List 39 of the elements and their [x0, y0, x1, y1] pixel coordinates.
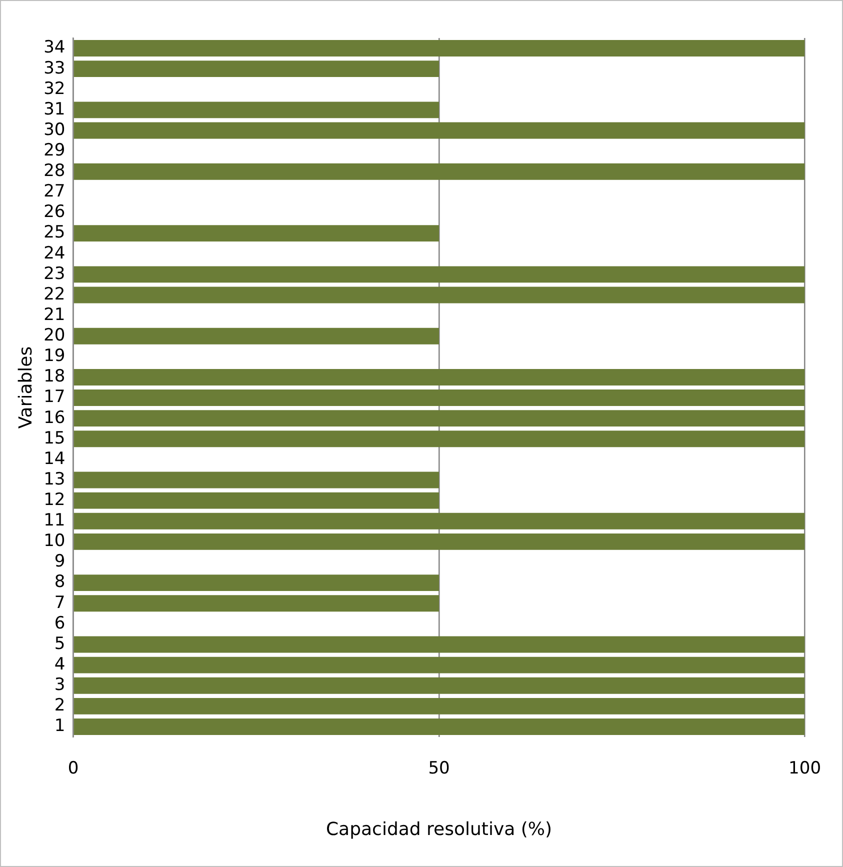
y-tick-label: 2: [54, 696, 66, 716]
y-tick-label: 33: [44, 58, 66, 78]
x-tick-label: 50: [428, 758, 450, 779]
y-tick-label: 21: [44, 304, 66, 325]
y-tick-label: 29: [44, 140, 66, 160]
y-tick-label: 9: [54, 552, 66, 572]
y-tick-label: 24: [44, 243, 66, 264]
y-tick-label: 16: [44, 408, 66, 428]
y-tick-label: 3: [54, 675, 66, 696]
x-axis-title: Capacidad resolutiva (%): [326, 818, 552, 840]
y-tick-label: 17: [44, 387, 66, 408]
x-tick-label: 100: [788, 758, 822, 779]
y-tick-label: 27: [44, 182, 66, 202]
y-tick-label: 23: [44, 264, 66, 284]
y-tick-label: 22: [44, 284, 66, 304]
y-tick-label: 15: [44, 428, 66, 448]
x-tick-label: 0: [68, 758, 79, 779]
y-tick-label: 26: [44, 202, 66, 222]
y-tick-label: 31: [44, 99, 66, 120]
y-tick-label: 5: [54, 634, 66, 654]
y-tick-label: 10: [44, 531, 66, 552]
y-tick-label: 25: [44, 222, 66, 243]
y-tick-label: 8: [54, 572, 66, 592]
y-tick-label: 14: [44, 448, 66, 469]
y-tick-label: 6: [54, 613, 66, 634]
y-tick-label: 13: [44, 469, 66, 490]
y-tick-label: 20: [44, 326, 66, 346]
y-tick-label: 34: [44, 38, 66, 58]
y-tick-label: 4: [54, 654, 66, 674]
y-tick-label: 19: [44, 346, 66, 366]
y-tick-label: 32: [44, 78, 66, 99]
y-axis-title: Variables: [15, 346, 36, 429]
y-tick-label: 7: [54, 592, 66, 613]
y-tick-label: 11: [44, 510, 66, 531]
y-tick-label: 18: [44, 366, 66, 387]
y-tick-label: 30: [44, 120, 66, 140]
y-tick-label: 1: [54, 716, 66, 736]
y-tick-label: 12: [44, 490, 66, 510]
y-tick-label: 28: [44, 161, 66, 182]
